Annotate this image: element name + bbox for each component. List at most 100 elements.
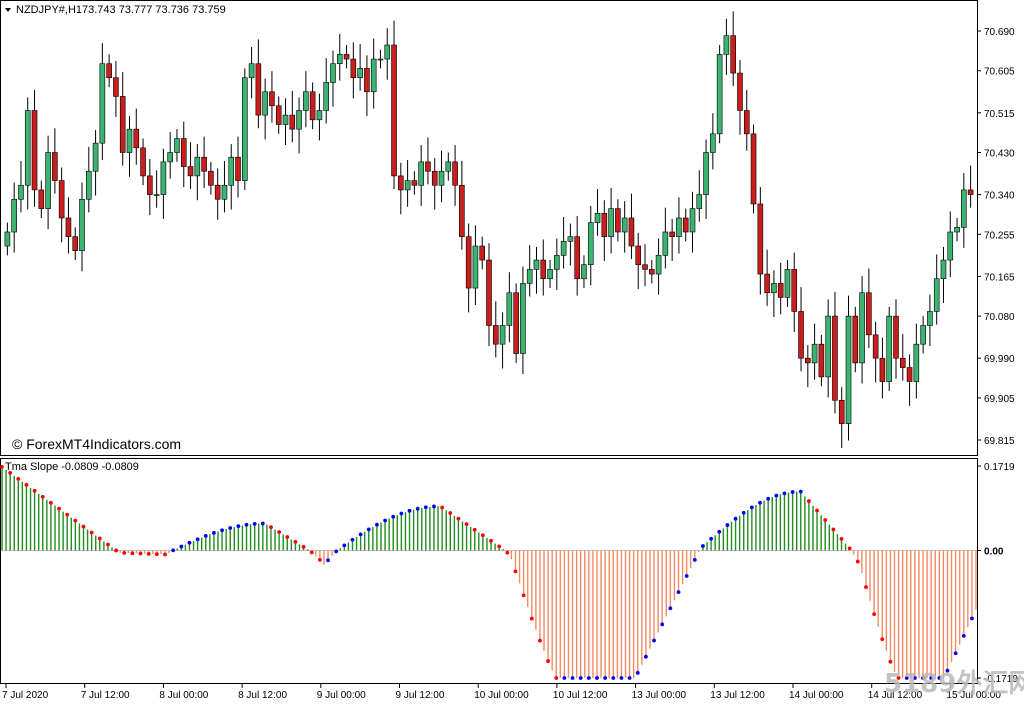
slope-dot-rising [195, 537, 200, 542]
candle-body [85, 170, 92, 200]
corner-logo: 5189外汇网 [884, 669, 1024, 699]
candle-body [838, 399, 845, 424]
dropdown-triangle-icon[interactable] [5, 8, 11, 12]
slope-dot-falling [472, 527, 477, 532]
price-tick-label: 70.340 [984, 191, 1015, 202]
slope-dot-falling [89, 530, 94, 535]
slope-dot-rising [326, 558, 330, 563]
candle-body [126, 128, 133, 153]
slope-dot-falling [16, 476, 21, 481]
slope-dot-falling [815, 508, 819, 513]
candle-body [214, 184, 221, 200]
slope-dot-rising [660, 622, 665, 627]
slope-dot-falling [440, 505, 445, 510]
slope-dot-falling [57, 506, 61, 511]
slope-dot-rising [937, 676, 942, 680]
candle-body [92, 142, 99, 172]
candle-body [906, 367, 913, 382]
slope-dot-rising [366, 527, 371, 532]
slope-dot-falling [839, 537, 844, 541]
slope-dot-falling [317, 557, 322, 562]
candle-body [31, 110, 38, 191]
candle-body [113, 77, 119, 97]
indicator-axis: 0.1719 0.00 -0.1719 [977, 462, 1018, 685]
indicator-label: Tma Slope -0.0809 -0.0809 [5, 461, 139, 473]
slope-dot-falling [122, 551, 127, 555]
candle-body [560, 241, 567, 256]
slope-dot-rising [383, 518, 387, 523]
symbol-label: NZDJPY#,H1 [16, 4, 82, 16]
candle-body [370, 58, 377, 93]
slope-dot-falling [807, 499, 811, 503]
candle-body [716, 54, 723, 135]
slope-dot-rising [749, 505, 754, 510]
candle-body [18, 184, 24, 200]
candle-body [594, 212, 601, 223]
price-tick-label: 70.515 [984, 109, 1015, 120]
slope-dot-rising [921, 676, 925, 680]
candle-body [79, 198, 85, 251]
time-tick-label: 10 Jul 12:00 [553, 690, 608, 701]
candle-body [954, 227, 960, 233]
candle-body [106, 63, 112, 79]
candle-body [676, 217, 682, 237]
slope-dot-rising [578, 676, 583, 680]
indicator-tick-label: 0.1719 [984, 462, 1015, 473]
candle-body [174, 138, 180, 153]
candle-body [805, 357, 811, 364]
slope-dot-falling [456, 516, 461, 521]
candle-body [255, 63, 262, 116]
slope-dot-rising [611, 676, 616, 680]
slope-dot-falling [480, 533, 485, 538]
candle-body [845, 315, 852, 424]
candles-group [4, 11, 974, 448]
time-tick-label: 7 Jul 12:00 [81, 690, 130, 701]
slope-dot-rising [692, 557, 697, 562]
candle-body [438, 170, 445, 186]
price-panel[interactable] [0, 0, 978, 456]
slope-dot-falling [872, 612, 877, 616]
slope-dot-falling [40, 494, 45, 499]
histogram-group [0, 465, 977, 680]
candle-body [567, 236, 574, 242]
slope-dot-rising [725, 523, 730, 527]
candle-body [343, 54, 350, 60]
candle-body [377, 58, 384, 61]
candle-body [398, 175, 404, 191]
price-axis: 70.690 70.605 70.515 70.430 70.340 70.255 70.1… [977, 27, 1015, 447]
slope-dot-falling [49, 500, 53, 505]
candle-body [696, 194, 703, 209]
slope-dot-rising [790, 490, 795, 494]
candle-body [45, 152, 51, 209]
slope-dot-rising [635, 670, 640, 675]
indicator-panel[interactable] [0, 458, 978, 684]
candle-body [282, 114, 289, 125]
candle-body [757, 203, 764, 275]
candle-body [927, 311, 933, 326]
candle-body [269, 91, 275, 107]
slope-dot-rising [798, 489, 803, 494]
slope-dot-falling [831, 527, 836, 532]
candle-body [689, 208, 696, 233]
slope-dot-rising [603, 676, 608, 680]
candle-body [587, 222, 594, 266]
candle-body [533, 259, 540, 270]
candle-body [411, 180, 418, 186]
price-tick-label: 70.165 [984, 272, 1015, 283]
slope-dot-rising [187, 540, 192, 545]
slope-dot-rising [774, 493, 779, 498]
slope-dot-falling [880, 637, 885, 642]
candle-body [608, 208, 614, 237]
candle-body [682, 217, 689, 233]
candle-body [940, 259, 947, 280]
candle-body [52, 152, 58, 181]
slope-dot-falling [163, 552, 167, 557]
candle-body [520, 283, 526, 354]
watermark: © ForexMT4Indicators.com [12, 436, 181, 452]
slope-dot-rising [399, 511, 404, 516]
slope-dot-falling [130, 551, 135, 556]
slope-dot-falling [888, 659, 893, 664]
candle-body [621, 217, 628, 233]
candle-body [859, 292, 865, 364]
